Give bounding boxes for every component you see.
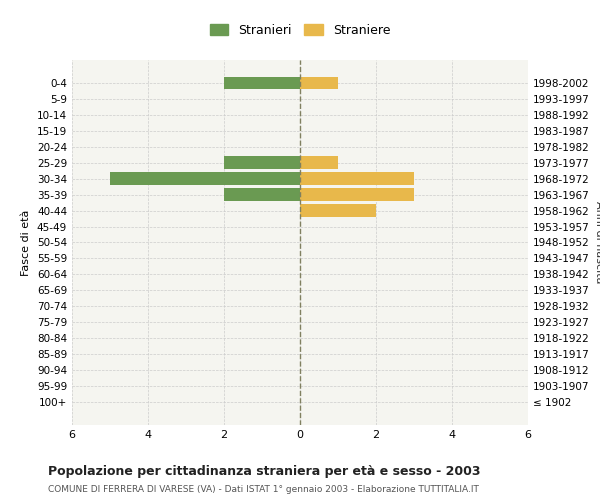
Bar — [300, 188, 414, 201]
Y-axis label: Anni di nascita: Anni di nascita — [593, 201, 600, 284]
Y-axis label: Fasce di età: Fasce di età — [22, 210, 31, 276]
Text: Popolazione per cittadinanza straniera per età e sesso - 2003: Popolazione per cittadinanza straniera p… — [48, 465, 481, 478]
Bar — [300, 156, 338, 169]
Bar — [300, 204, 376, 217]
Bar — [224, 76, 300, 90]
Bar — [300, 172, 414, 185]
Legend: Stranieri, Straniere: Stranieri, Straniere — [205, 19, 395, 42]
Bar — [110, 172, 300, 185]
Bar — [224, 188, 300, 201]
Bar — [224, 156, 300, 169]
Bar — [300, 76, 338, 90]
Text: COMUNE DI FERRERA DI VARESE (VA) - Dati ISTAT 1° gennaio 2003 - Elaborazione TUT: COMUNE DI FERRERA DI VARESE (VA) - Dati … — [48, 485, 479, 494]
